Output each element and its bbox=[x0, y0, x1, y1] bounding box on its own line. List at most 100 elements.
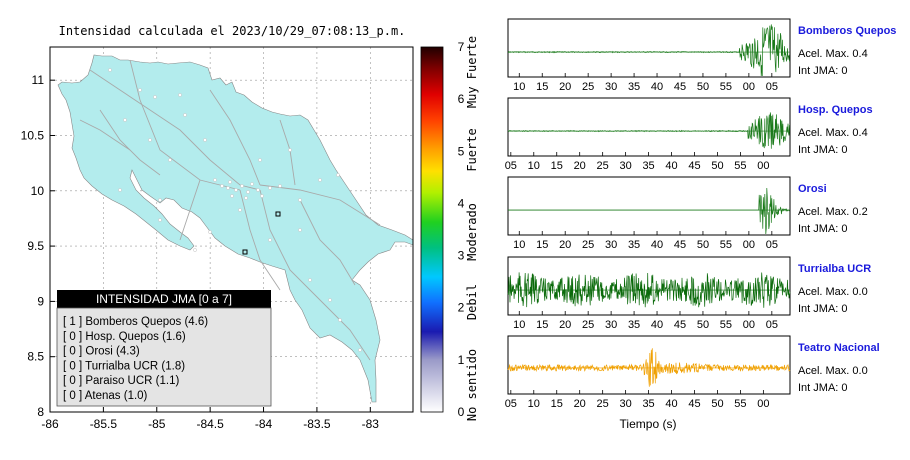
map-station-dot bbox=[153, 95, 157, 99]
map-road bbox=[129, 59, 241, 191]
map-y-tick-label: 10 bbox=[31, 184, 45, 198]
colorbar-tick-label: 0 bbox=[458, 405, 465, 419]
colorbar-tick-label: 4 bbox=[458, 196, 465, 210]
colorbar-tick-label: 5 bbox=[458, 144, 465, 158]
map-x-tick-label: -84.5 bbox=[196, 417, 224, 431]
map-road bbox=[209, 89, 261, 186]
map-station-dot bbox=[298, 228, 302, 232]
waveform-accel-max: Acel. Max. 0.0 bbox=[798, 286, 868, 298]
waveform-tick-label: 25 bbox=[582, 81, 594, 93]
legend-item: [ 0 ] Turrialba UCR (1.8) bbox=[63, 360, 185, 372]
map-station-dot bbox=[268, 186, 272, 190]
waveform-tick-label: 30 bbox=[619, 398, 631, 410]
map-station-dot bbox=[230, 194, 234, 198]
waveform-station-name: Teatro Nacional bbox=[798, 342, 880, 354]
map-station-dot bbox=[220, 184, 224, 188]
waveform-tick-label: 35 bbox=[642, 160, 654, 172]
waveform-tick-label: 00 bbox=[757, 398, 769, 410]
waveform-panel: 10 15 20 25 30 35 40 45 50 55 00 05 Bomberos Quepos A… bbox=[507, 18, 896, 93]
map-station-dot bbox=[244, 196, 248, 200]
map-station-dot bbox=[238, 208, 242, 212]
colorbar-categories: No sentido Debil Moderado Fuerte Muy Fuerte bbox=[465, 36, 479, 421]
waveform-int-jma: Int JMA: 0 bbox=[798, 303, 848, 315]
waveform-tick-label: 45 bbox=[688, 160, 700, 172]
waveform-tick-label: 20 bbox=[559, 319, 571, 331]
map-station-dot bbox=[258, 158, 262, 162]
map-y-tick-label: 9.5 bbox=[27, 239, 44, 253]
map-y-tick-label: 8.5 bbox=[27, 350, 44, 364]
map-station-dot bbox=[228, 180, 232, 184]
map-station-dot bbox=[298, 198, 302, 202]
map-station-dot bbox=[268, 238, 272, 242]
waveform-tick-label: 05 bbox=[766, 239, 778, 251]
waveform-trace bbox=[508, 24, 791, 77]
map-x-tick-label: -86 bbox=[41, 417, 59, 431]
map-station-dot bbox=[168, 158, 172, 162]
legend-body bbox=[56, 307, 272, 407]
map-station-dot bbox=[278, 184, 282, 188]
map-station-dot bbox=[203, 138, 207, 142]
waveform-tick-label: 15 bbox=[536, 81, 548, 93]
colorbar-category-label: Moderado bbox=[465, 203, 479, 261]
waveform-tick-label: 00 bbox=[743, 239, 755, 251]
map-y-tick-label: 10.5 bbox=[21, 128, 45, 142]
waveform-tick-label: 20 bbox=[559, 239, 571, 251]
map-x-axis: -86 -85.5 -85 -84.5 -84 -83.5 -83 bbox=[41, 407, 379, 431]
waveform-tick-label: 00 bbox=[743, 319, 755, 331]
map-road bbox=[239, 189, 281, 291]
waveform-frame bbox=[507, 18, 791, 78]
map-station-dot bbox=[328, 298, 332, 302]
waveform-tick-label: 50 bbox=[697, 239, 709, 251]
map-station-dot bbox=[288, 148, 292, 152]
waveform-tick-label: 10 bbox=[513, 319, 525, 331]
waveform-int-jma: Int JMA: 0 bbox=[798, 223, 848, 235]
map-station-dot bbox=[246, 190, 250, 194]
waveform-tick-label: 25 bbox=[597, 398, 609, 410]
waveform-tick-label: 40 bbox=[665, 398, 677, 410]
colorbar-tick-label: 1 bbox=[458, 353, 465, 367]
map-x-tick-label: -83 bbox=[362, 417, 380, 431]
map-frame bbox=[49, 46, 414, 413]
waveform-tick-label: 50 bbox=[711, 160, 723, 172]
map-station-dot bbox=[226, 186, 230, 190]
colorbar-tick-label: 7 bbox=[458, 40, 465, 54]
waveform-int-jma: Int JMA: 0 bbox=[798, 382, 848, 394]
waveform-tick-label: 25 bbox=[582, 239, 594, 251]
waveform-tick-label: 15 bbox=[536, 319, 548, 331]
waveform-tick-label: 00 bbox=[743, 81, 755, 93]
waveform-int-jma: Int JMA: 0 bbox=[798, 144, 848, 156]
waveform-panel: 05 10 15 20 25 30 35 40 45 50 55 00 Teatro Nacional A… bbox=[505, 335, 880, 410]
map-station-dot bbox=[158, 218, 162, 222]
waveform-tick-label: 25 bbox=[597, 160, 609, 172]
waveform-tick-label: 55 bbox=[720, 81, 732, 93]
waveform-tick-label: 30 bbox=[605, 319, 617, 331]
colorbar-category-label: No sentido bbox=[465, 349, 479, 421]
map-station-dot bbox=[123, 118, 127, 122]
waveform-station-name: Hosp. Quepos bbox=[798, 104, 873, 116]
waveform-tick-label: 10 bbox=[528, 398, 540, 410]
waveform-tick-label: 45 bbox=[674, 319, 686, 331]
map-station-dot bbox=[358, 348, 362, 352]
waveform-tick-label: 40 bbox=[651, 319, 663, 331]
waveform-tick-label: 55 bbox=[720, 319, 732, 331]
map-station-dot bbox=[250, 182, 254, 186]
waveform-accel-max: Acel. Max. 0.4 bbox=[798, 127, 868, 139]
waveform-tick-label: 35 bbox=[628, 81, 640, 93]
waveform-tick-label: 10 bbox=[513, 239, 525, 251]
waveform-tick-label: 25 bbox=[582, 319, 594, 331]
colorbar-ticks: 0 1 2 3 4 5 6 7 bbox=[458, 40, 465, 419]
legend-title: INTENSIDAD JMA [0 a 7] bbox=[96, 292, 232, 306]
waveform-tick-label: 30 bbox=[619, 160, 631, 172]
map-station-dot bbox=[148, 138, 152, 142]
colorbar-tick-label: 2 bbox=[458, 301, 465, 315]
waveform-tick-label: 50 bbox=[697, 81, 709, 93]
map-station-dot bbox=[183, 113, 187, 117]
map-station-dot bbox=[240, 184, 244, 188]
waveform-int-jma: Int JMA: 0 bbox=[798, 65, 848, 77]
map-y-tick-label: 11 bbox=[32, 73, 45, 87]
map-station-dot bbox=[260, 194, 264, 198]
waveform-tick-label: 55 bbox=[734, 398, 746, 410]
waveform-trace bbox=[507, 112, 791, 149]
map-x-tick-label: -84 bbox=[255, 417, 273, 431]
map-station-dot bbox=[193, 248, 197, 252]
